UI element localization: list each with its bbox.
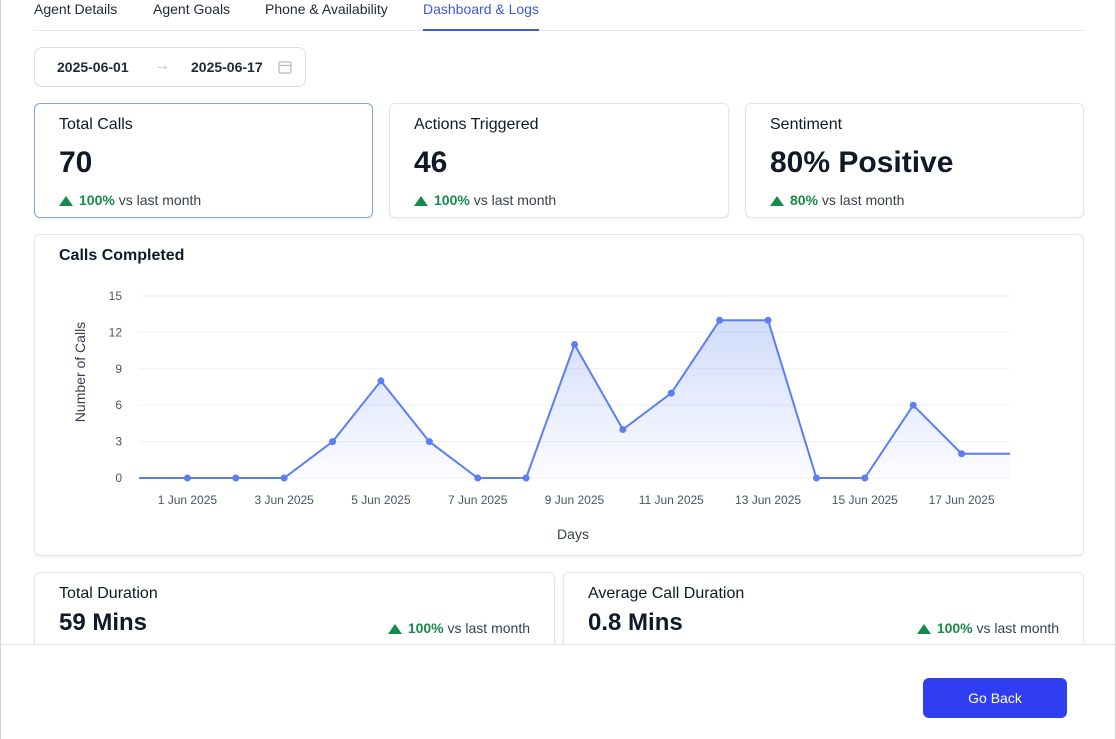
trend-up-icon xyxy=(387,624,402,634)
tab-agent-goals[interactable]: Agent Goals xyxy=(153,1,231,17)
trend-indicator: 100% vs last month xyxy=(414,192,556,208)
trend-up-icon xyxy=(59,196,73,206)
go-back-button[interactable]: Go Back xyxy=(923,678,1067,718)
data-point[interactable] xyxy=(474,474,482,482)
card-value: 80% Positive xyxy=(770,146,954,179)
trend-suffix: vs last month xyxy=(821,192,905,208)
x-tick-label: 17 Jun 2025 xyxy=(929,493,995,507)
card-value: 0.8 Mins xyxy=(588,609,683,636)
trend-percent: 100% xyxy=(434,192,470,208)
trend-up-icon xyxy=(770,196,784,206)
y-tick-label: 15 xyxy=(109,289,123,303)
calls-completed-card: Calls Completed 0 3 6 9 12 15 1 Jun 2025 3 Jun… xyxy=(34,234,1084,556)
y-tick-label: 9 xyxy=(115,362,122,376)
data-point[interactable] xyxy=(280,474,288,482)
data-point[interactable] xyxy=(522,474,530,482)
data-point[interactable] xyxy=(571,341,578,349)
data-point[interactable] xyxy=(183,474,191,482)
chart-title: Calls Completed xyxy=(59,247,185,264)
trend-suffix: vs last month xyxy=(473,192,557,208)
data-points xyxy=(183,316,966,482)
trend-percent: 80% xyxy=(790,192,819,208)
data-point[interactable] xyxy=(764,316,772,324)
data-point[interactable] xyxy=(329,438,337,446)
tab-dashboard-logs[interactable]: Dashboard & Logs xyxy=(423,1,539,31)
total-calls-card[interactable]: Total Calls 70 100% vs last month xyxy=(34,103,373,218)
data-point[interactable] xyxy=(619,425,627,433)
footer-bar: Go Back xyxy=(1,644,1115,739)
trend-percent: 100% xyxy=(79,192,115,208)
trend-suffix: vs last month xyxy=(447,620,530,636)
y-tick-label: 12 xyxy=(109,325,123,339)
card-value: 46 xyxy=(414,146,448,179)
trend-percent: 100% xyxy=(936,620,973,636)
calls-completed-chart: 0 3 6 9 12 15 1 Jun 2025 3 Jun 2025 5 Jun 2025 7… xyxy=(72,289,1010,542)
card-title: Sentiment xyxy=(770,116,843,133)
x-axis-ticks: 1 Jun 2025 3 Jun 2025 5 Jun 2025 7 Jun 2025… xyxy=(158,493,995,507)
trend-indicator: 100% vs last month xyxy=(387,620,530,636)
x-tick-label: 9 Jun 2025 xyxy=(545,493,605,507)
trend-indicator: 100% vs last month xyxy=(916,620,1059,636)
card-title: Average Call Duration xyxy=(588,585,745,602)
y-axis-ticks: 0 3 6 9 12 15 xyxy=(109,289,123,485)
x-tick-label: 1 Jun 2025 xyxy=(158,493,218,507)
data-point[interactable] xyxy=(232,474,240,482)
card-value: 59 Mins xyxy=(59,609,148,636)
x-axis-label: Days xyxy=(557,526,589,542)
x-tick-label: 11 Jun 2025 xyxy=(639,493,704,507)
date-start-input[interactable]: 2025-06-01 xyxy=(57,59,129,75)
card-title: Total Calls xyxy=(59,116,133,133)
tab-agent-details[interactable]: Agent Details xyxy=(34,1,118,17)
data-point[interactable] xyxy=(909,401,917,409)
date-range-picker[interactable]: 2025-06-01 → 2025-06-17 xyxy=(34,47,306,87)
card-title: Total Duration xyxy=(59,585,158,602)
sentiment-card[interactable]: Sentiment 80% Positive 80% vs last month xyxy=(745,103,1084,218)
x-tick-label: 5 Jun 2025 xyxy=(351,493,411,507)
data-point[interactable] xyxy=(716,316,724,324)
y-axis-label: Number of Calls xyxy=(72,322,88,422)
arrow-right-icon: → xyxy=(154,57,170,74)
trend-percent: 100% xyxy=(407,620,444,636)
card-title: Actions Triggered xyxy=(414,116,539,133)
y-tick-label: 6 xyxy=(115,398,122,412)
data-point[interactable] xyxy=(958,450,966,458)
data-point[interactable] xyxy=(861,474,869,482)
trend-up-icon xyxy=(414,196,428,206)
trend-up-icon xyxy=(916,624,931,634)
actions-triggered-card[interactable]: Actions Triggered 46 100% vs last month xyxy=(389,103,729,218)
y-tick-label: 3 xyxy=(115,435,122,449)
data-point[interactable] xyxy=(425,438,433,446)
x-tick-label: 13 Jun 2025 xyxy=(735,493,801,507)
trend-suffix: vs last month xyxy=(118,192,202,208)
data-point[interactable] xyxy=(667,389,675,397)
date-end-input[interactable]: 2025-06-17 xyxy=(191,59,263,75)
trend-indicator: 100% vs last month xyxy=(59,192,201,208)
calendar-icon[interactable] xyxy=(278,60,292,74)
trend-suffix: vs last month xyxy=(976,620,1059,636)
trend-indicator: 80% vs last month xyxy=(770,192,904,208)
x-tick-label: 15 Jun 2025 xyxy=(832,493,898,507)
tab-phone-availability[interactable]: Phone & Availability xyxy=(265,1,388,17)
y-tick-label: 0 xyxy=(115,471,122,485)
card-value: 70 xyxy=(59,146,93,179)
data-point[interactable] xyxy=(377,377,385,385)
x-tick-label: 3 Jun 2025 xyxy=(254,493,314,507)
tab-bar: Agent Details Agent Goals Phone & Availa… xyxy=(34,0,1084,31)
data-point[interactable] xyxy=(812,474,820,482)
calls-area xyxy=(139,320,1010,478)
x-tick-label: 7 Jun 2025 xyxy=(448,493,508,507)
